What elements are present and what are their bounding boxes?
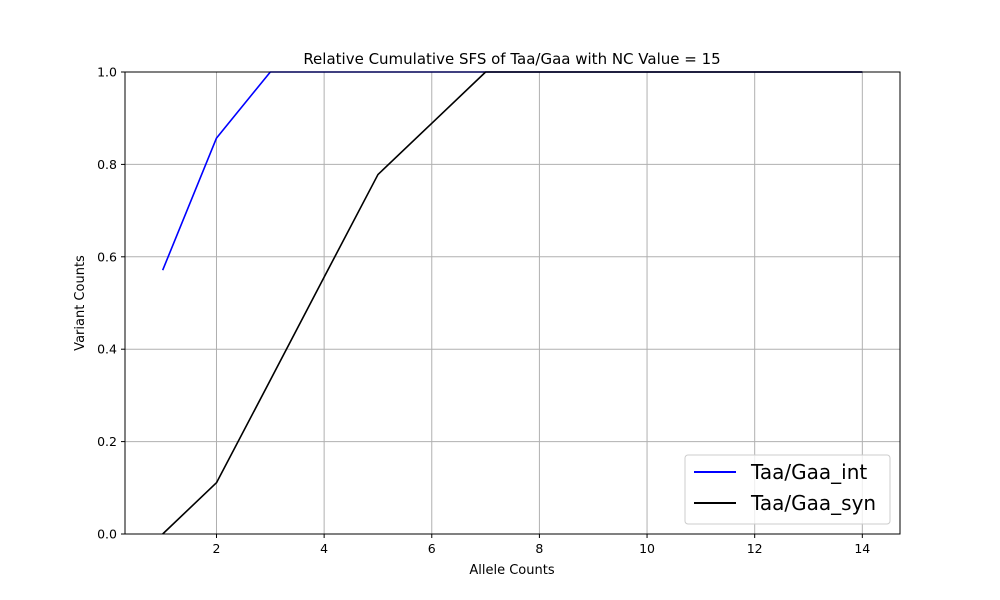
x-axis-ticks: 2 4 6 8 10 12 14 <box>213 534 870 556</box>
x-tick-label: 10 <box>639 541 655 556</box>
y-tick-label: 0.0 <box>97 527 117 542</box>
y-tick-label: 0.4 <box>97 342 117 357</box>
chart-title: Relative Cumulative SFS of Taa/Gaa with … <box>303 50 720 68</box>
x-axis-label: Allele Counts <box>469 563 554 578</box>
x-tick-label: 2 <box>213 541 221 556</box>
legend: Taa/Gaa_int Taa/Gaa_syn <box>684 454 891 525</box>
y-tick-label: 0.6 <box>97 249 117 264</box>
y-axis-label: Variant Counts <box>73 255 88 351</box>
legend-label-taa-gaa-syn: Taa/Gaa_syn <box>750 491 876 515</box>
x-tick-label: 6 <box>428 541 436 556</box>
y-tick-label: 0.8 <box>97 157 117 172</box>
x-tick-label: 12 <box>747 541 763 556</box>
plot-frame <box>124 71 901 535</box>
y-tick-label: 0.2 <box>97 434 117 449</box>
x-tick-label: 8 <box>535 541 543 556</box>
y-tick-label: 1.0 <box>97 65 117 80</box>
y-axis-ticks: 0.0 0.2 0.4 0.6 0.8 1.0 <box>97 65 125 542</box>
legend-box <box>684 454 891 525</box>
x-tick-label: 4 <box>320 541 328 556</box>
x-tick-label: 14 <box>854 541 870 556</box>
legend-label-taa-gaa-int: Taa/Gaa_int <box>750 460 867 484</box>
